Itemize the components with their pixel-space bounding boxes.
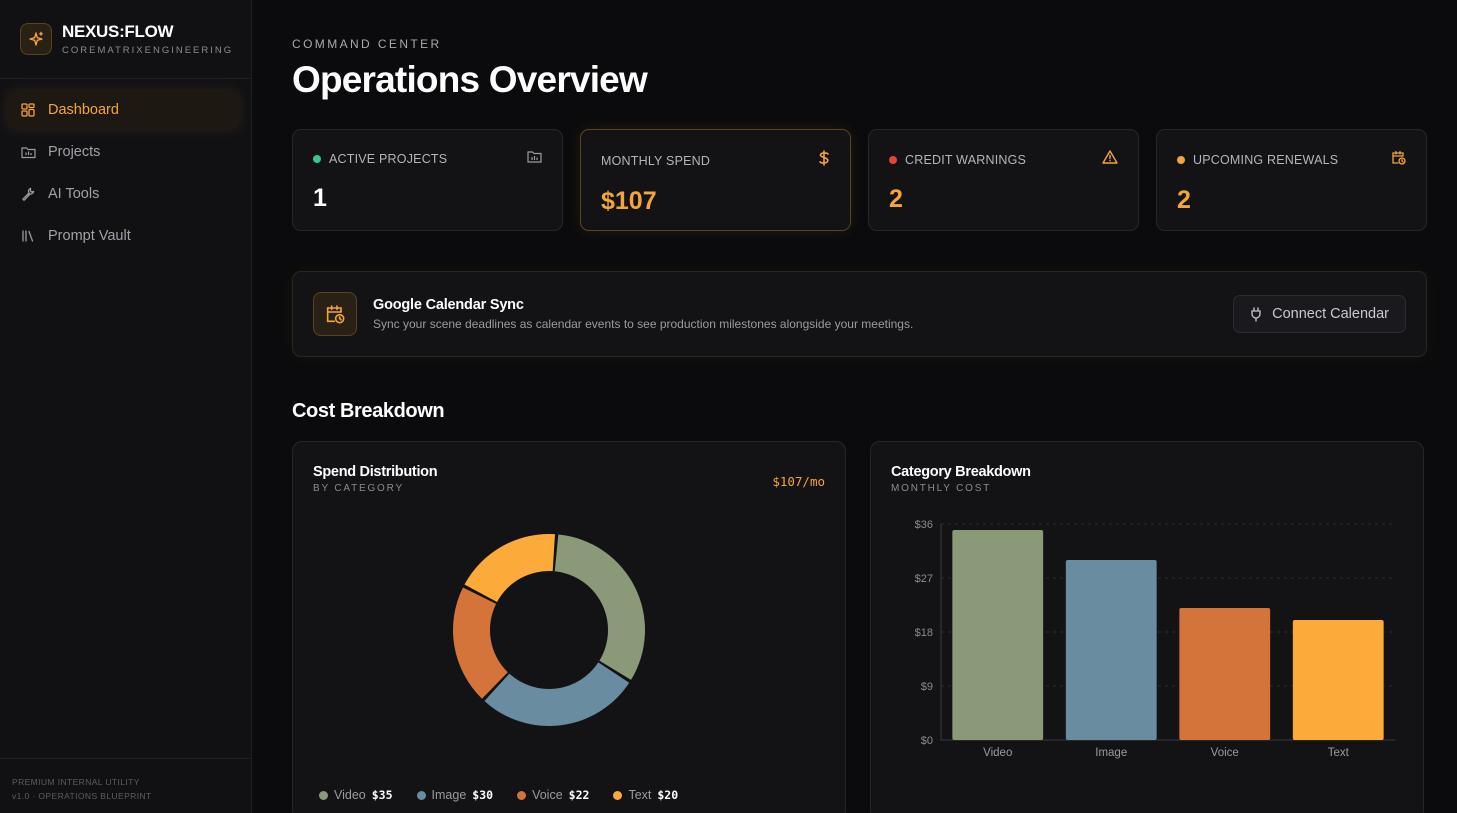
legend-dot — [319, 790, 328, 800]
y-tick-label: $27 — [915, 573, 933, 585]
cost-breakdown-title: Cost Breakdown — [292, 400, 445, 422]
sidebar: NEXUS:FLOW COREMATRIXENGINEERING Dashboa… — [0, 0, 252, 813]
footer-line-1: PREMIUM INTERNAL UTILITY — [12, 777, 140, 787]
x-tick-label: Image — [1095, 747, 1127, 759]
brand-name: NEXUS:FLOW — [62, 22, 174, 41]
y-tick-label: $18 — [915, 627, 933, 639]
sidebar-item-dashboard[interactable]: Dashboard — [8, 91, 239, 129]
x-tick-label: Text — [1328, 747, 1350, 759]
legend-label: Image — [431, 788, 467, 802]
grid-icon — [20, 102, 36, 118]
stat-label: CREDIT WARNINGS — [905, 152, 1027, 167]
y-tick-label: $36 — [915, 519, 933, 531]
legend-value: $22 — [568, 788, 590, 802]
calendar-clock-icon — [313, 292, 357, 336]
calendar-clock-icon — [1391, 150, 1406, 170]
x-tick-label: Voice — [1211, 747, 1239, 759]
stat-value: $107 — [601, 187, 657, 215]
sync-description: Sync your scene deadlines as calendar ev… — [373, 317, 914, 331]
stat-value: 2 — [889, 185, 903, 213]
sidebar-item-label: Prompt Vault — [48, 228, 131, 244]
calendar-sync-banner: Google Calendar Sync Sync your scene dea… — [292, 271, 1427, 357]
status-dot — [313, 155, 321, 163]
sync-title: Google Calendar Sync — [373, 297, 524, 313]
legend-dot — [613, 790, 623, 800]
donut-slice-text[interactable] — [464, 534, 555, 603]
stat-card-credit-warnings[interactable]: CREDIT WARNINGS 2 — [868, 129, 1139, 231]
legend-value: $30 — [472, 788, 494, 802]
panel-subtitle: MONTHLY COST — [891, 483, 992, 494]
panel-title: Spend Distribution — [313, 464, 438, 480]
brand: NEXUS:FLOW COREMATRIXENGINEERING — [0, 0, 251, 79]
folder-icon — [527, 150, 542, 168]
footer-line-2: v1.0 · OPERATIONS BLUEPRINT — [12, 791, 152, 801]
donut-chart — [453, 534, 645, 726]
sidebar-item-prompt-vault[interactable]: Prompt Vault — [8, 217, 239, 255]
sidebar-item-label: Projects — [48, 144, 101, 160]
legend-item-image: Image $30 — [416, 788, 494, 802]
bar-text[interactable] — [1292, 620, 1384, 740]
legend-dot — [517, 790, 527, 800]
legend-item-voice: Voice $22 — [517, 788, 589, 802]
stat-card-monthly-spend[interactable]: MONTHLY SPEND $107 — [580, 129, 851, 231]
stat-value: 2 — [1177, 186, 1191, 214]
stat-label: MONTHLY SPEND — [601, 153, 711, 168]
wrench-icon — [20, 186, 36, 202]
bar-voice[interactable] — [1179, 608, 1271, 740]
category-breakdown-panel: Category Breakdown MONTHLY COST $0 $9 $18 $… — [870, 441, 1424, 813]
sidebar-item-label: AI Tools — [48, 186, 100, 202]
page-eyebrow: COMMAND CENTER — [292, 37, 442, 51]
stat-label: UPCOMING RENEWALS — [1193, 153, 1339, 167]
x-tick-label: Video — [983, 747, 1012, 759]
sparkle-icon — [20, 23, 52, 55]
status-dot — [1177, 156, 1185, 164]
y-tick-label: $0 — [921, 735, 933, 747]
legend-label: Video — [334, 788, 366, 802]
connect-calendar-label: Connect Calendar — [1272, 306, 1389, 322]
bar-chart: $0 $9 $18 $27 $36 Video Image Voice Text — [915, 519, 1395, 759]
folder-icon — [20, 144, 36, 160]
donut-slice-video[interactable] — [554, 534, 645, 680]
status-dot — [889, 155, 897, 164]
sidebar-footer: PREMIUM INTERNAL UTILITY v1.0 · OPERATIO… — [0, 758, 251, 813]
legend-label: Text — [628, 788, 652, 802]
stats-row: ACTIVE PROJECTS 1 MONTHLY SPEND $107 CRE… — [292, 129, 1427, 231]
main-content: COMMAND CENTER Operations Overview ACTIV… — [252, 0, 1457, 813]
stat-card-upcoming-renewals[interactable]: UPCOMING RENEWALS 2 — [1156, 129, 1427, 231]
spend-distribution-panel: Spend Distribution BY CATEGORY $107/mo V… — [292, 441, 846, 813]
dollar-icon — [818, 150, 830, 171]
panel-title: Category Breakdown — [891, 464, 1031, 480]
monthly-total-badge: $107/mo — [772, 474, 825, 489]
warning-icon — [1102, 150, 1118, 169]
bar-video[interactable] — [952, 530, 1044, 740]
legend-item-video: Video $35 — [319, 788, 393, 802]
legend-value: $35 — [371, 788, 393, 802]
panel-subtitle: BY CATEGORY — [313, 483, 404, 494]
sidebar-item-projects[interactable]: Projects — [8, 133, 239, 171]
charts-row: Spend Distribution BY CATEGORY $107/mo V… — [292, 441, 1427, 813]
stat-label: ACTIVE PROJECTS — [329, 152, 448, 166]
page-title: Operations Overview — [292, 59, 648, 100]
connect-calendar-button[interactable]: Connect Calendar — [1233, 295, 1406, 333]
library-icon — [20, 228, 36, 244]
stat-value: 1 — [313, 184, 327, 212]
legend-label: Voice — [532, 788, 563, 802]
brand-subtitle: COREMATRIXENGINEERING — [62, 45, 234, 56]
legend-dot — [416, 790, 426, 800]
donut-slice-voice[interactable] — [453, 587, 508, 699]
legend-value: $20 — [657, 788, 679, 802]
donut-slice-image[interactable] — [484, 662, 630, 726]
sidebar-nav: Dashboard Projects AI Tools Prompt Vault — [0, 79, 251, 255]
bar-image[interactable] — [1065, 560, 1157, 740]
legend-item-text: Text $20 — [613, 788, 678, 802]
donut-legend: Video $35 Image $30 Voice $22 Text $20 — [319, 788, 678, 802]
sidebar-item-label: Dashboard — [48, 102, 119, 118]
plug-icon — [1250, 306, 1262, 322]
stat-card-active-projects[interactable]: ACTIVE PROJECTS 1 — [292, 129, 563, 231]
sidebar-item-ai-tools[interactable]: AI Tools — [8, 175, 239, 213]
y-tick-label: $9 — [921, 681, 933, 693]
